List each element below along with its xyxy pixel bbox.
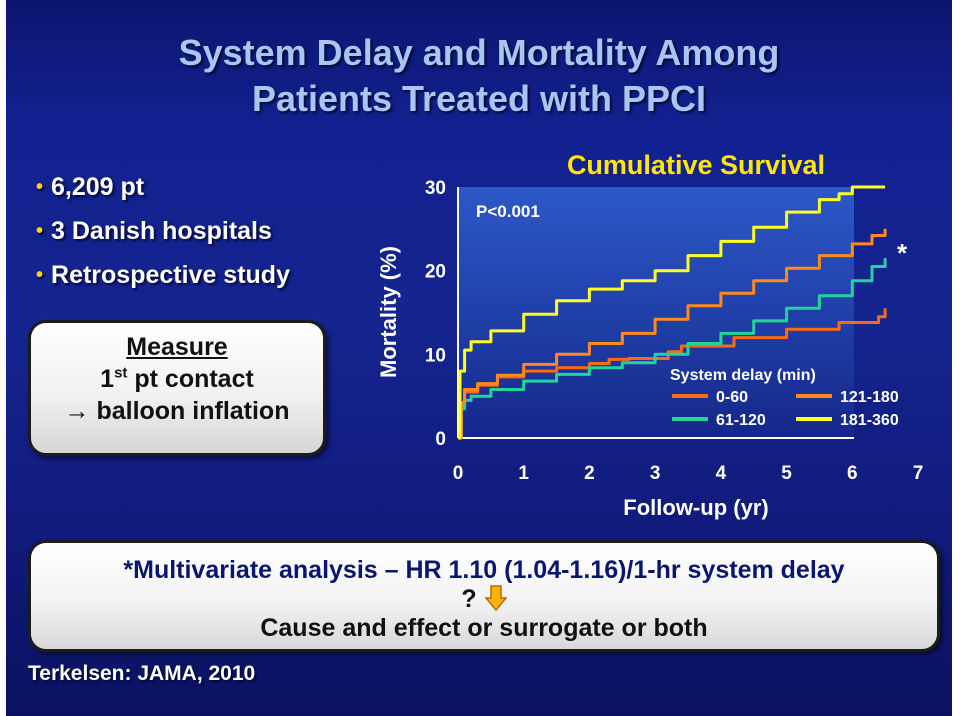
hazard-ratio-text: *Multivariate analysis – HR 1.10 (1.04-1… — [123, 556, 845, 584]
measure-heading: Measure — [126, 333, 228, 361]
cause-effect-text: Cause and effect or surrogate or both — [260, 614, 708, 642]
slide-background: System Delay and Mortality Among Patient… — [6, 0, 952, 716]
mortality-chart: Cumulative Survival P<0.001 * Mortality … — [376, 150, 924, 520]
x-tick-label: 4 — [716, 463, 727, 484]
y-tick-label: 10 — [425, 345, 446, 366]
measure-ordinal: 1 — [100, 365, 115, 393]
x-tick-label: 3 — [650, 463, 661, 484]
bullet-text: 6,209 pt — [51, 173, 145, 201]
plot-area — [458, 187, 854, 438]
series-line-61-120 — [458, 258, 887, 440]
x-axis-label: Follow-up (yr) — [623, 495, 768, 520]
x-tick-label: 1 — [518, 463, 529, 484]
measure-line-1-text: pt contact — [127, 365, 254, 393]
x-tick-label: 7 — [913, 463, 924, 484]
legend-title: System delay (min) — [670, 367, 816, 384]
slide-title-line2: Patients Treated with PPCI — [251, 78, 707, 119]
measure-box: Measure 1st pt contact → balloon inflati… — [28, 320, 326, 456]
bullet-dot-icon: • — [36, 264, 44, 286]
measure-line-2-text: balloon inflation — [89, 397, 290, 425]
legend-label: 181-360 — [840, 412, 899, 429]
chart-legend: System delay (min) 0-60 121-180 61-120 181-… — [670, 367, 899, 429]
significance-marker: * — [897, 238, 908, 268]
bullet-item: • 6,209 pt — [36, 166, 290, 210]
slide-title: System Delay and Mortality Among Patient… — [6, 30, 952, 122]
question-mark: ? — [461, 585, 477, 613]
measure-line-2: → balloon inflation — [31, 395, 323, 427]
y-tick-label: 0 — [435, 429, 446, 450]
legend-label: 61-120 — [716, 412, 766, 429]
y-tick-label: 30 — [425, 178, 446, 199]
x-tick-labels: 0 1 2 3 4 5 6 7 — [453, 463, 924, 484]
y-axis-label: Mortality (%) — [376, 246, 401, 378]
measure-line-1: 1st pt contact — [31, 363, 323, 395]
right-arrow-icon: → — [64, 397, 90, 425]
bullet-item: • Retrospective study — [36, 254, 290, 298]
bullet-item: • 3 Danish hospitals — [36, 210, 290, 254]
analysis-box: *Multivariate analysis – HR 1.10 (1.04-1… — [28, 540, 940, 652]
series-line-181-360 — [458, 185, 886, 440]
bullet-dot-icon: • — [36, 220, 44, 242]
legend-label: 121-180 — [840, 389, 899, 406]
x-tick-label: 6 — [847, 463, 858, 484]
y-tick-label: 20 — [425, 262, 446, 283]
x-tick-label: 2 — [584, 463, 595, 484]
series-lines — [458, 185, 887, 440]
slide-title-line1: System Delay and Mortality Among — [178, 32, 780, 73]
bullet-dot-icon: • — [36, 176, 44, 198]
series-line-121-180 — [458, 228, 887, 440]
chart-title: Cumulative Survival — [567, 150, 825, 180]
x-tick-label: 0 — [453, 463, 464, 484]
p-value-annotation: P<0.001 — [476, 202, 540, 221]
question-row: ? — [31, 585, 937, 613]
bullet-text: 3 Danish hospitals — [51, 217, 272, 245]
citation: Terkelsen: JAMA, 2010 — [28, 662, 256, 685]
bullet-text: Retrospective study — [51, 261, 290, 289]
legend-label: 0-60 — [716, 389, 748, 406]
y-tick-labels: 0 10 20 30 — [425, 178, 446, 450]
measure-ordinal-suffix: st — [114, 364, 128, 382]
bullet-list: • 6,209 pt • 3 Danish hospitals • Retrospec… — [36, 166, 290, 298]
x-tick-label: 5 — [781, 463, 792, 484]
down-arrow-icon — [484, 585, 508, 612]
